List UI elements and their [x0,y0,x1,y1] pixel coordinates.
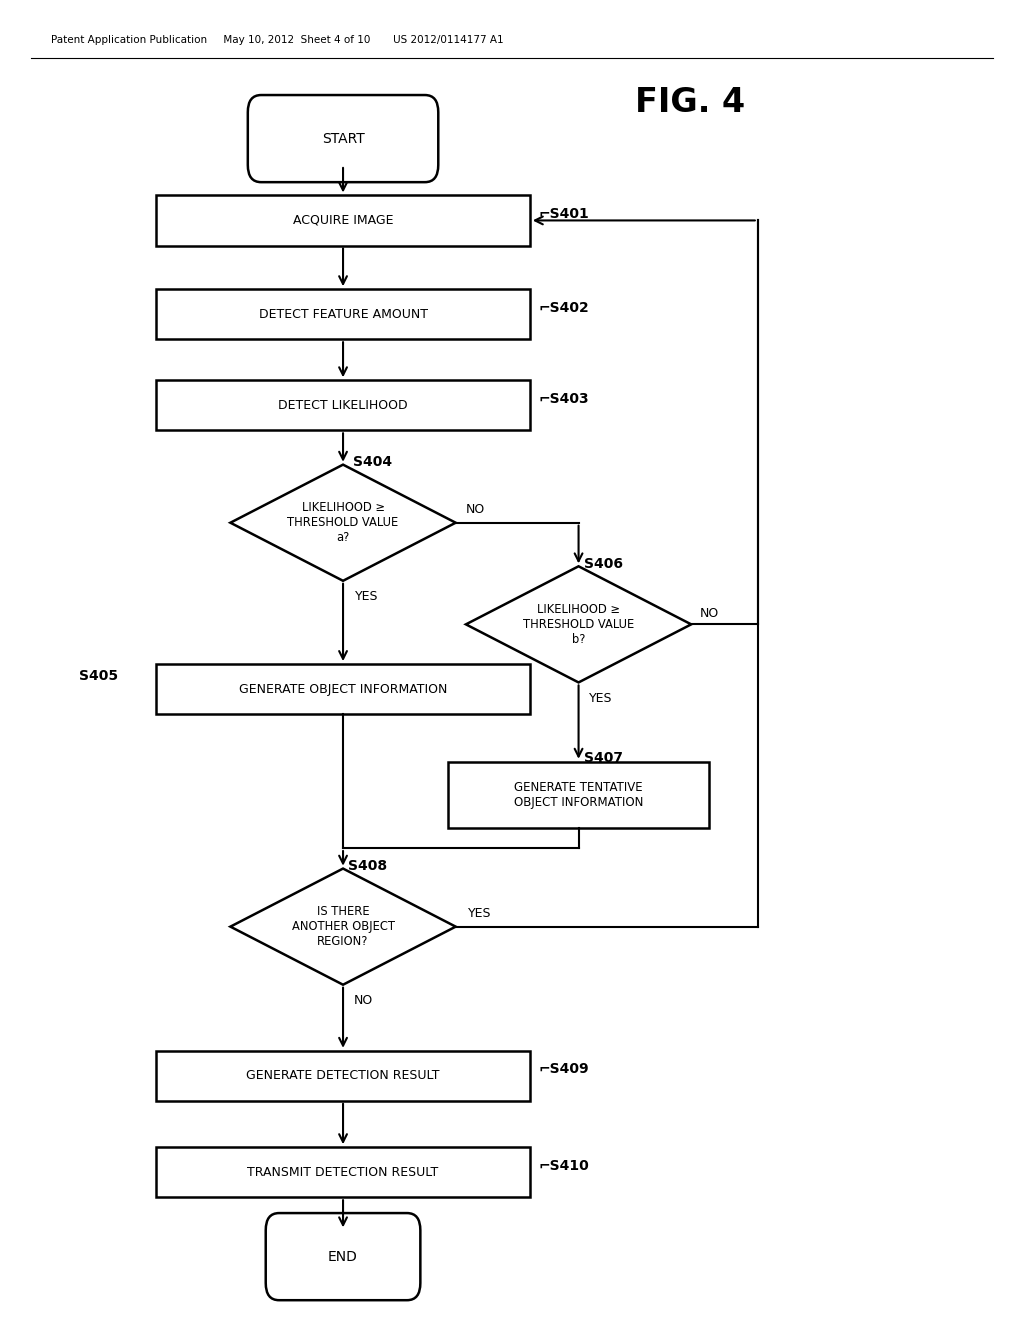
Text: FIG. 4: FIG. 4 [635,87,745,120]
Polygon shape [230,465,456,581]
Text: ⌐S402: ⌐S402 [539,301,589,314]
Bar [157,289,530,339]
Bar [157,1147,530,1197]
Text: END: END [328,1250,358,1263]
Text: S408: S408 [348,859,387,873]
Text: IS THERE
ANOTHER OBJECT
REGION?: IS THERE ANOTHER OBJECT REGION? [292,906,394,948]
Text: S406: S406 [584,557,623,570]
Text: NO: NO [699,607,719,620]
Text: ⌐S410: ⌐S410 [539,1159,589,1172]
Text: DETECT LIKELIHOOD: DETECT LIKELIHOOD [279,399,408,412]
Text: TRANSMIT DETECTION RESULT: TRANSMIT DETECTION RESULT [248,1166,438,1179]
Bar [157,1051,530,1101]
Text: NO: NO [466,503,485,516]
Text: GENERATE TENTATIVE
OBJECT INFORMATION: GENERATE TENTATIVE OBJECT INFORMATION [514,780,643,809]
Bar [447,762,709,828]
Bar [157,195,530,246]
Text: GENERATE DETECTION RESULT: GENERATE DETECTION RESULT [247,1069,439,1082]
Text: Patent Application Publication     May 10, 2012  Sheet 4 of 10       US 2012/011: Patent Application Publication May 10, 2… [51,34,504,45]
Text: S404: S404 [353,455,392,469]
Text: S407: S407 [584,751,623,764]
Bar [157,380,530,430]
Text: NO: NO [353,994,373,1007]
Text: GENERATE OBJECT INFORMATION: GENERATE OBJECT INFORMATION [239,682,447,696]
Polygon shape [466,566,691,682]
Text: ⌐S409: ⌐S409 [539,1063,589,1076]
Text: YES: YES [589,692,612,705]
FancyBboxPatch shape [248,95,438,182]
Text: ⌐S403: ⌐S403 [539,392,589,405]
Text: LIKELIHOOD ≥
THRESHOLD VALUE
a?: LIKELIHOOD ≥ THRESHOLD VALUE a? [288,502,398,544]
Text: DETECT FEATURE AMOUNT: DETECT FEATURE AMOUNT [258,308,428,321]
Text: S405: S405 [80,669,119,682]
Text: LIKELIHOOD ≥
THRESHOLD VALUE
b?: LIKELIHOOD ≥ THRESHOLD VALUE b? [523,603,634,645]
Text: YES: YES [355,590,379,603]
Bar [157,664,530,714]
Polygon shape [230,869,456,985]
Text: START: START [322,132,365,145]
Text: ⌐S401: ⌐S401 [539,207,589,220]
FancyBboxPatch shape [266,1213,420,1300]
Text: ACQUIRE IMAGE: ACQUIRE IMAGE [293,214,393,227]
Text: YES: YES [468,907,492,920]
